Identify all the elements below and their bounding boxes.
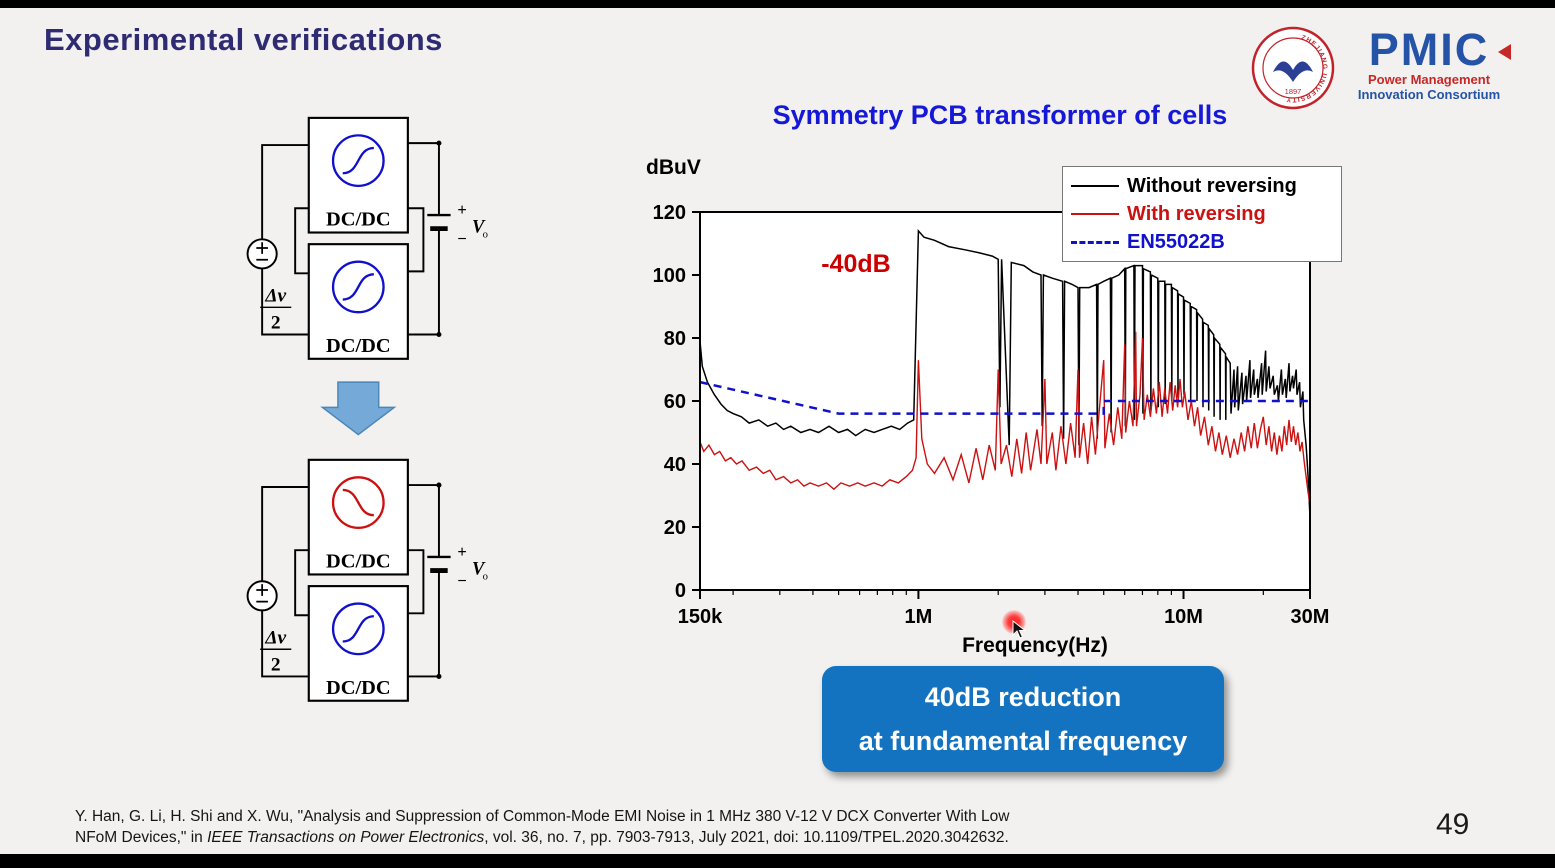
phase-curve-icon	[342, 273, 375, 301]
x-tick-label: 30M	[1291, 606, 1330, 628]
dcdc-block-label: DC/DC	[326, 677, 391, 699]
y-tick-label: 60	[664, 391, 686, 413]
citation: Y. Han, G. Li, H. Shi and X. Wu, "Analys…	[75, 806, 1215, 848]
x-tick-label: 150k	[678, 606, 723, 628]
series-1	[699, 331, 1311, 506]
capacitor-icon	[427, 555, 451, 573]
transform-arrow-icon	[320, 381, 397, 436]
circuit-after: Δv 2 DC/DC DC/DC + − V o	[246, 458, 488, 702]
dcdc-block-label: DC/DC	[326, 551, 391, 573]
y-tick-label: 40	[664, 454, 686, 476]
cap-minus-label: −	[457, 571, 466, 590]
delta-v-label: Δv	[264, 285, 286, 306]
mouse-cursor-icon	[1012, 620, 1027, 639]
bottom-letterbox-bar	[0, 854, 1555, 868]
legend-row: Without reversing	[1071, 172, 1333, 200]
callout-box: 40dB reduction at fundamental frequency	[822, 666, 1224, 772]
dcdc-block-label: DC/DC	[326, 335, 391, 357]
chart-legend: Without reversing With reversing EN55022…	[1062, 166, 1342, 262]
x-tick-label: 1M	[905, 606, 933, 628]
pmic-tagline-1: Power Management	[1367, 72, 1491, 87]
legend-line-black	[1071, 185, 1119, 187]
reversed-phase-curve-icon	[342, 488, 375, 517]
phase-curve-icon	[342, 615, 375, 643]
callout-line-1: 40dB reduction	[924, 682, 1122, 712]
zju-logo: ZHEJIANG UNIVERSITY 1897	[1251, 26, 1335, 115]
minus-40db-annotation: -40dB	[821, 250, 890, 278]
vo-label: V	[472, 217, 486, 237]
citation-line-2-post: , vol. 36, no. 7, pp. 7903-7913, July 20…	[484, 829, 1009, 846]
y-tick-label: 100	[653, 265, 686, 287]
y-tick-label: 0	[675, 580, 686, 602]
slide-title: Experimental verifications	[44, 22, 443, 57]
series-2	[699, 380, 1310, 415]
vo-sub-label: o	[483, 570, 488, 582]
delta-v-denominator: 2	[271, 655, 281, 676]
pmic-tagline-2: Innovation Consortium	[1357, 87, 1501, 102]
cap-minus-label: −	[457, 229, 466, 248]
y-tick-label: 20	[664, 517, 686, 539]
top-letterbox-bar	[0, 0, 1555, 8]
delta-v-denominator: 2	[271, 313, 281, 334]
legend-label: EN55022B	[1127, 230, 1225, 253]
vo-sub-label: o	[483, 228, 488, 240]
voltage-source-icon	[246, 580, 278, 612]
chart-heading: Symmetry PCB transformer of cells	[772, 100, 1228, 130]
voltage-source-icon	[246, 238, 278, 270]
legend-line-red	[1071, 213, 1119, 215]
zju-eagle-icon	[1273, 61, 1313, 82]
y-tick-label: 120	[653, 202, 686, 224]
y-tick-label: 80	[664, 328, 686, 350]
pmic-red-notch-icon	[1498, 44, 1511, 60]
legend-line-dashed	[1071, 240, 1119, 244]
citation-journal: IEEE Transactions on Power Electronics	[207, 829, 485, 846]
x-tick-label: 10M	[1164, 606, 1203, 628]
capacitor-icon	[427, 213, 451, 232]
pmic-logo: PMIC Power Management Innovation Consort…	[1343, 27, 1515, 102]
citation-line-1: Y. Han, G. Li, H. Shi and X. Wu, "Analys…	[75, 808, 1010, 825]
emi-chart: 0 20 40 60 80 100 120 150k 1M 10M 30M dBuV Frequency…	[646, 156, 1330, 657]
series-0	[699, 228, 1311, 518]
zju-year: 1897	[1285, 87, 1302, 96]
legend-row: EN55022B	[1071, 228, 1333, 256]
cap-plus-label: +	[457, 542, 466, 561]
circuit-diagram-svg: Δv 2 DC/DC DC/DC + − V o Δv 2	[246, 116, 488, 702]
legend-label: Without reversing	[1127, 174, 1297, 197]
dcdc-block-label: DC/DC	[326, 209, 391, 231]
vo-label: V	[472, 558, 486, 578]
citation-line-2-pre: NFoM Devices," in	[75, 829, 208, 846]
callout-line-2: at fundamental frequency	[858, 726, 1188, 756]
circuit-before: Δv 2 DC/DC DC/DC + − V o	[246, 116, 488, 360]
page-number: 49	[1436, 808, 1470, 841]
x-axis-label: Frequency(Hz)	[962, 634, 1108, 657]
y-axis-label: dBuV	[646, 156, 701, 179]
legend-label: With reversing	[1127, 202, 1266, 225]
delta-v-label: Δv	[264, 627, 286, 648]
pmic-acronym: PMIC	[1343, 27, 1515, 72]
legend-row: With reversing	[1071, 200, 1333, 228]
phase-curve-icon	[342, 146, 375, 175]
cap-plus-label: +	[457, 200, 466, 219]
